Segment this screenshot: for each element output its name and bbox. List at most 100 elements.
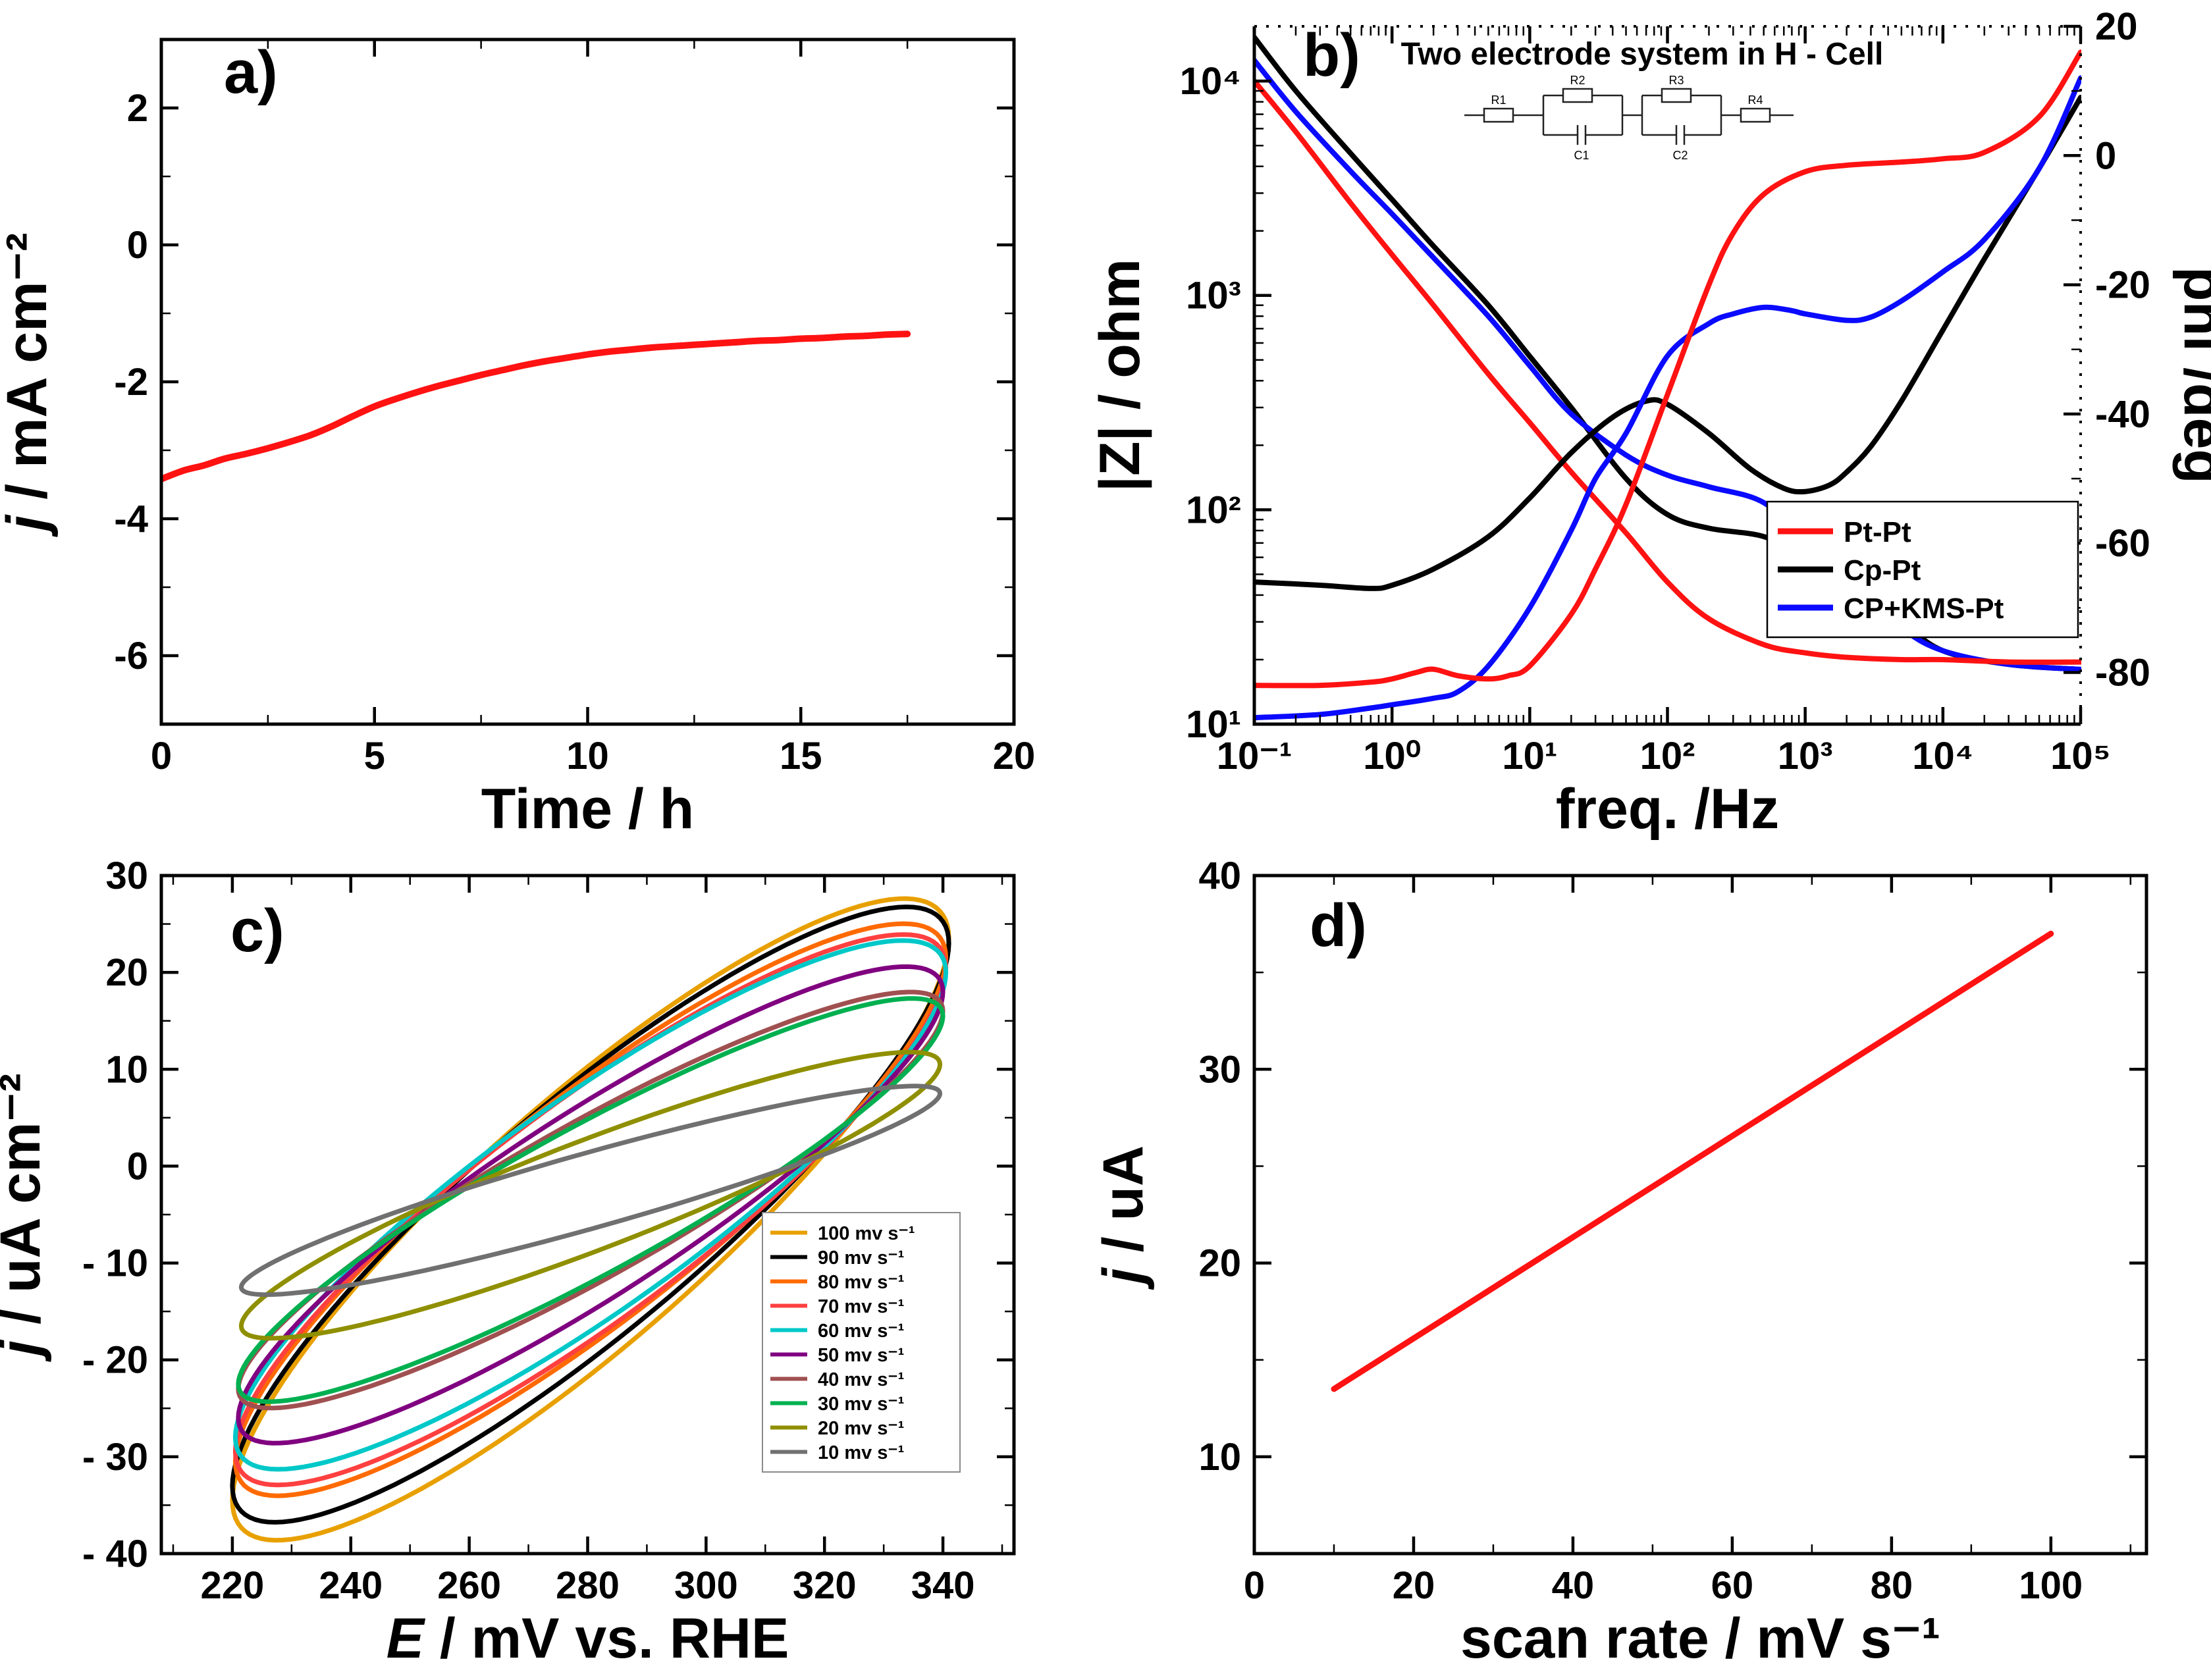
y2-tick-label: -60 [2095,522,2150,565]
y-tick-label: 0 [127,224,148,267]
x-tick-label: 100 [2019,1564,2083,1607]
x-tick-label: 220 [201,1564,265,1607]
y-tick-label: - 30 [82,1436,148,1479]
panel-label-c: c) [230,897,284,964]
legend-label: 100 mv s⁻¹ [818,1223,915,1244]
inset-title: Two electrode system in H - Cell [1401,37,1884,72]
x-tick-label: 260 [437,1564,501,1607]
y-tick-label: 10² [1186,488,1241,531]
legend-label: 70 mv s⁻¹ [818,1296,904,1317]
x-tick-label: 240 [319,1564,383,1607]
x-tick-label: 0 [1244,1564,1265,1607]
legend-label: Cp-Pt [1844,554,1921,587]
cp-pt-phase [1254,95,2081,591]
panel-a-chronoamperometry: 0 5 10 15 20 -6 -4 -2 0 2 Time / h j / mA cm⁻² a) [0,0,1106,841]
cv-70mvs [232,932,949,1488]
cv-90mvs [230,905,951,1525]
legend-label: 40 mv s⁻¹ [818,1369,904,1390]
y-tick-label: 10 [1198,1436,1241,1479]
y-axis-title: j / uA [1092,1145,1155,1290]
resistor-icon [1740,107,1771,123]
x-tick-label: 20 [1393,1564,1435,1607]
x-tick-label: 10¹ [1502,735,1557,777]
major-ticks [159,39,1016,724]
capacitor-icon [1675,125,1686,145]
cp-kms-pt-phase [1254,75,2081,721]
y-tick-label: - 10 [82,1242,148,1285]
x-tick-label: 340 [911,1564,975,1607]
y-tick-label: 10⁴ [1180,60,1241,103]
x-axis-title: Time / h [481,777,694,841]
panel-c-cyclic-voltammograms: 220 240 260 280 300 320 340 - 40 - 30 - 20 - 10 0 10… [0,840,1106,1680]
major-ticks [1252,874,2146,1554]
y-axis-title: |Z| / ohm [1088,259,1152,492]
legend-label: 10 mv s⁻¹ [818,1442,904,1463]
chronoamperometry-curve [161,330,911,483]
x-tick-label: 300 [674,1564,738,1607]
minor-ticks [1254,26,2081,724]
legend-label: 20 mv s⁻¹ [818,1418,904,1439]
legend-label: CP+KMS-Pt [1844,592,2004,625]
legend: Pt-Pt Cp-Pt CP+KMS-Pt [1766,500,2079,639]
tick-labels: 0 5 10 15 20 -6 -4 -2 0 2 [114,87,1035,777]
minor-ticks [161,39,1014,724]
y-tick-label: -6 [114,635,148,677]
y-tick-label: -2 [114,361,148,404]
x-axis-title: scan rate / mV s⁻¹ [1460,1607,1940,1670]
y-tick-label: 20 [105,951,148,994]
legend-label: Pt-Pt [1844,516,1911,548]
x-tick-label: 40 [1552,1564,1595,1607]
x-tick-label: 10⁻¹ [1217,735,1292,777]
legend-label: 60 mv s⁻¹ [818,1321,904,1342]
y-tick-label: 40 [1198,854,1241,897]
circuit-component-label: R1 [1491,93,1506,107]
circuit-component-label: R3 [1668,74,1684,87]
x-tick-label: 20 [993,735,1036,777]
x-tick-label: 5 [364,735,385,777]
cv-20mvs [238,1049,943,1341]
x-tick-label: 60 [1711,1564,1754,1607]
x-tick-label: 280 [556,1564,620,1607]
y-tick-label: 10¹ [1186,703,1241,746]
panel-b-bode-plot: 10⁻¹ 10⁰ 10¹ 10² 10³ 10⁴ 10⁵ 10¹ 10² 10³ 10⁴ 20 0 -20… [1088,0,2211,841]
x-tick-label: 320 [793,1564,857,1607]
y-tick-label: 10³ [1186,275,1241,317]
y-axis-title: j / uA cm⁻² [0,1073,52,1362]
x-tick-label: 10⁴ [1912,735,1973,777]
axis-frame-solid [1252,26,2081,726]
y2-axis-title: phi /deg [2172,267,2211,484]
x-axis-title: E / mV vs. RHE [386,1607,789,1670]
x-tick-label: 10 [566,735,609,777]
tick-labels: 0 20 40 60 80 100 10 20 30 40 [1198,854,2083,1607]
y-tick-label: 2 [127,87,148,130]
y2-tick-label: -80 [2095,651,2150,694]
resistor-icon [1562,88,1593,103]
tick-labels: 10⁻¹ 10⁰ 10¹ 10² 10³ 10⁴ 10⁵ 10¹ 10² 10³ 10⁴ 20 0 -20… [1180,5,2150,777]
cv-50mvs [236,964,946,1446]
axis-frame [159,874,1016,1556]
resistor-icon [1483,107,1514,123]
y-tick-label: 30 [105,854,148,897]
panel-d-scanrate-linearity: 0 20 40 60 80 100 10 20 30 40 scan rate / mV s⁻¹ j … [1092,840,2211,1680]
resistor-icon [1661,88,1692,103]
minor-ticks [1254,876,2146,1554]
y-tick-label: -4 [114,498,148,540]
circuit-component-label: C2 [1672,149,1688,162]
chart-a-svg: 0 5 10 15 20 -6 -4 -2 0 2 Time / h j / mA cm⁻² [0,38,1035,841]
y-tick-label: 30 [1198,1048,1241,1091]
peak-current-vs-scanrate [1331,930,2054,1392]
y-tick-label: - 40 [82,1533,148,1575]
legend-label: 50 mv s⁻¹ [818,1345,904,1366]
circuit-component-label: R4 [1747,93,1763,107]
pt-pt-phase [1254,49,2081,689]
circuit-component-label: R2 [1570,74,1585,87]
chart-b-svg: 10⁻¹ 10⁰ 10¹ 10² 10³ 10⁴ 10⁵ 10¹ 10² 10³ 10⁴ 20 0 -20… [1088,5,2211,841]
x-tick-label: 10⁵ [2050,735,2111,777]
x-tick-label: 0 [151,735,172,777]
series-group [161,330,911,483]
pt-pt-impedance [1254,78,2081,665]
legend-label: 30 mv s⁻¹ [818,1394,904,1415]
capacitor-icon [1576,125,1587,145]
